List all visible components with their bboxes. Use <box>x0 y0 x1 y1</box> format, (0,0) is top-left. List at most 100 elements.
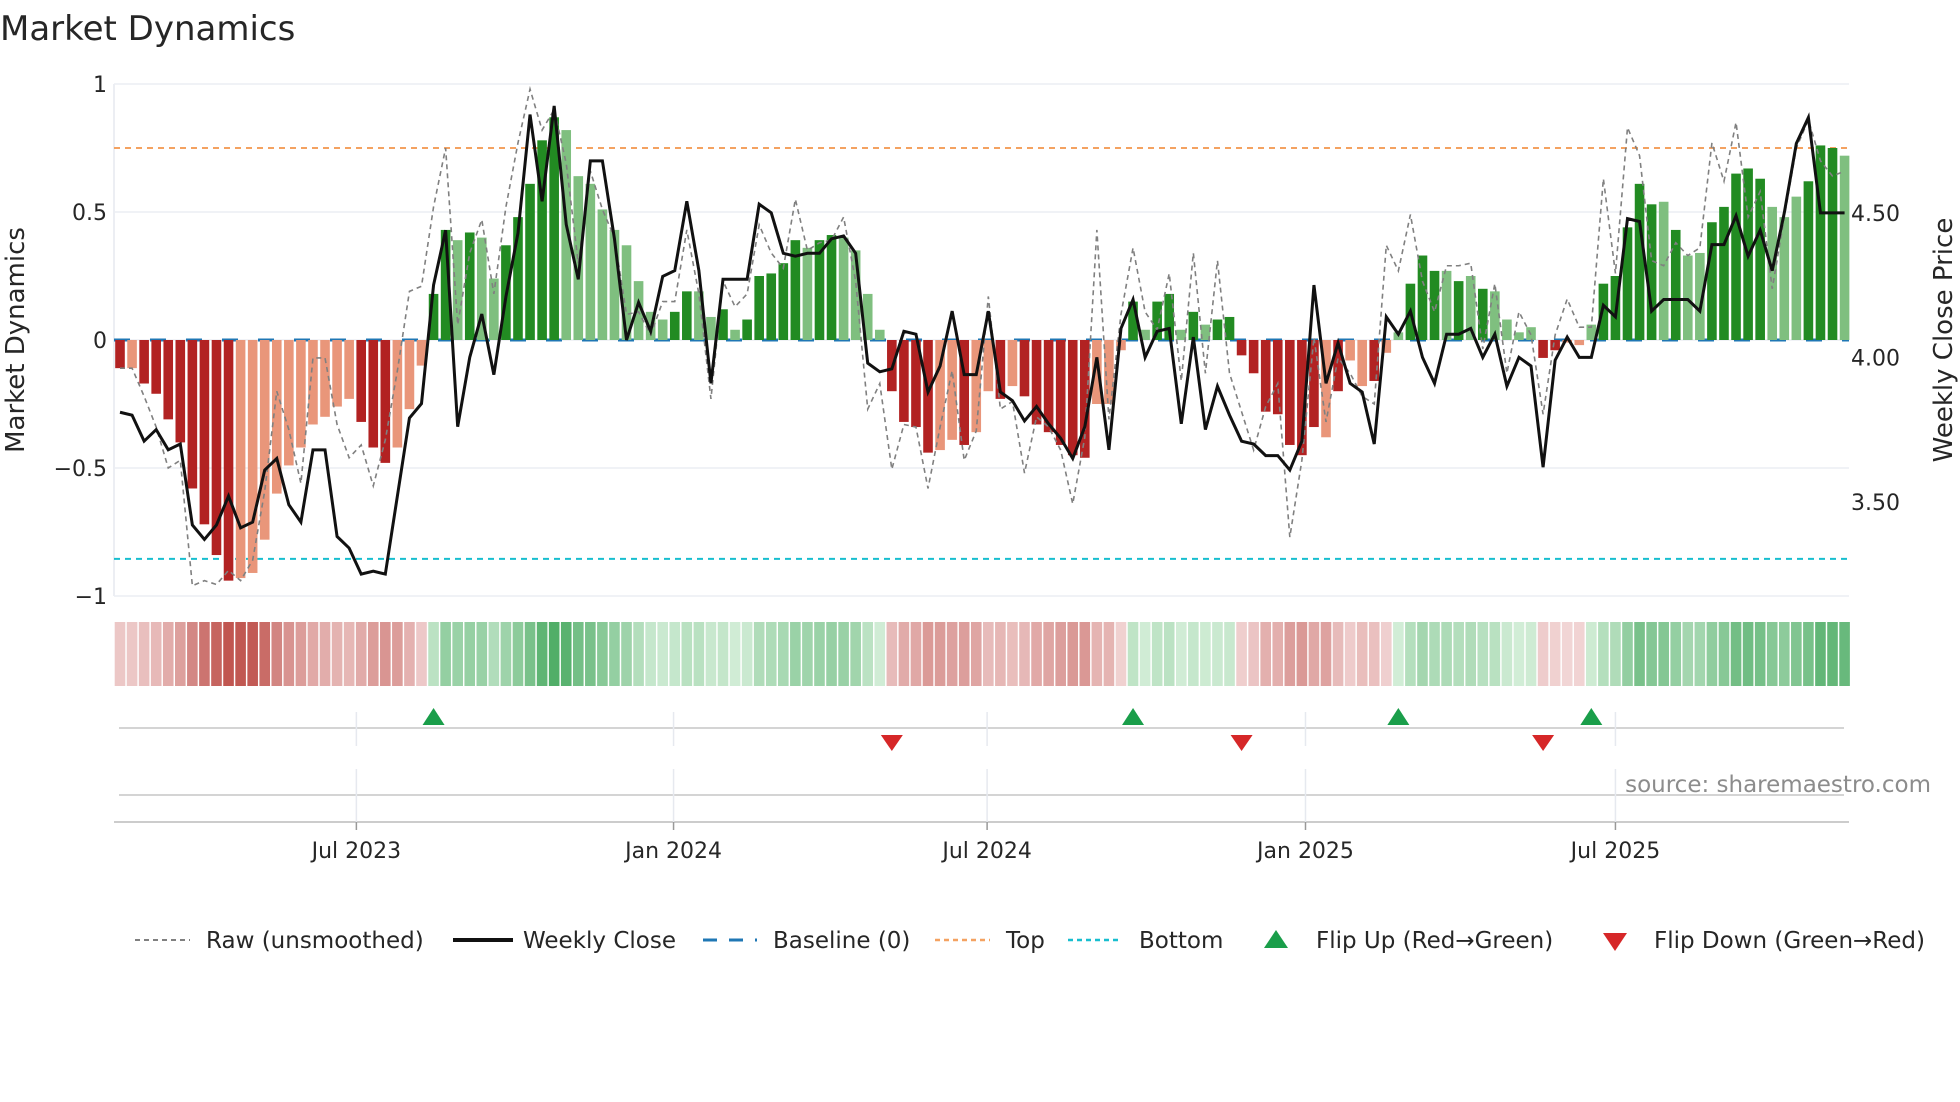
x-tick-label: Jan 2025 <box>1255 839 1354 864</box>
x-tick-label: Jul 2025 <box>1569 839 1661 864</box>
dynamics-bar <box>1164 293 1175 340</box>
dynamics-bar <box>1514 332 1524 340</box>
dynamics-bar <box>235 340 246 579</box>
heatmap-cell <box>1296 622 1308 686</box>
dynamics-bar <box>139 340 149 384</box>
heatmap-cell <box>1766 622 1778 686</box>
dynamics-bar <box>838 237 849 340</box>
dynamics-bar <box>1441 270 1452 340</box>
legend-flip-down-label: Flip Down (Green→Red) <box>1654 928 1925 954</box>
dynamics-bar <box>1369 340 1380 381</box>
dynamics-bar <box>356 340 366 422</box>
dynamics-bar <box>766 273 777 340</box>
flip-up-marker <box>422 708 445 725</box>
heatmap-cell <box>633 622 644 686</box>
flip-down-marker <box>880 735 903 751</box>
dynamics-bar <box>1683 255 1693 340</box>
heatmap-cell <box>1356 622 1368 686</box>
dynamics-bar <box>790 240 801 340</box>
heatmap-cell <box>1465 622 1477 686</box>
dynamics-bar <box>549 117 559 340</box>
raw-unsmoothed-line <box>120 85 1845 587</box>
heatmap-cell <box>1610 622 1621 686</box>
heatmap-cell <box>1489 622 1501 686</box>
dynamics-bar <box>489 278 499 340</box>
heatmap-cell <box>1405 622 1416 686</box>
dynamics-bar <box>874 329 885 340</box>
dynamics-bar <box>1767 206 1778 340</box>
heatmap-cell <box>367 622 379 686</box>
dynamics-bar <box>1622 227 1633 340</box>
heatmap-cell <box>175 622 186 686</box>
heatmap-cell <box>1332 622 1344 686</box>
dynamics-bar <box>1309 340 1319 428</box>
dynamics-bar <box>247 340 258 573</box>
heatmap-cell <box>259 622 271 686</box>
heatmap-cell <box>488 622 500 686</box>
dynamics-bar <box>561 130 572 340</box>
dynamics-bar <box>730 329 740 340</box>
dynamics-bar <box>814 240 825 340</box>
heatmap-cell <box>440 622 451 686</box>
heatmap-cell <box>138 622 150 686</box>
dynamics-bar <box>995 340 1006 399</box>
y-tick-label: −1 <box>75 585 107 610</box>
dynamics-bar <box>1224 316 1235 340</box>
heatmap-cell <box>657 622 668 686</box>
heatmap-cell <box>1694 622 1706 686</box>
dynamics-bar <box>344 340 354 399</box>
legend-baseline-label: Baseline (0) <box>773 928 910 954</box>
dynamics-bar <box>911 340 921 428</box>
heatmap-cell <box>1754 622 1766 686</box>
heatmap-cell <box>1429 622 1440 686</box>
legend-flip-down-icon <box>1603 933 1627 951</box>
heatmap-cell <box>404 622 415 686</box>
heatmap-cell <box>1320 622 1332 686</box>
dynamics-bar <box>1490 291 1500 340</box>
dynamics-bar <box>1345 340 1355 361</box>
heatmap-cell <box>1368 622 1380 686</box>
heatmap-cell <box>922 622 934 686</box>
legend-top-label: Top <box>1005 928 1045 954</box>
dynamics-bar <box>1212 319 1223 340</box>
heatmap-cell <box>1561 622 1573 686</box>
heatmap-cell <box>1682 622 1694 686</box>
heatmap-cell <box>790 622 801 686</box>
y-tick-label: 0.5 <box>72 201 107 226</box>
dynamics-bar <box>1502 319 1512 340</box>
dynamics-bar <box>127 340 137 369</box>
heatmap-cell <box>1224 622 1235 686</box>
heatmap-cell <box>1043 622 1054 686</box>
heatmap-cell <box>1730 622 1742 686</box>
x-tick-label: Jul 2023 <box>310 839 402 864</box>
heatmap-cell <box>1163 622 1175 686</box>
heatmap-cell <box>1079 622 1091 686</box>
dynamics-bar <box>899 340 909 422</box>
heatmap-cell <box>1417 622 1428 686</box>
dynamics-bar <box>404 340 415 410</box>
heatmap-cell <box>1513 622 1525 686</box>
dynamics-bar <box>682 291 692 340</box>
legend: Raw (unsmoothed) Weekly Close Baseline (… <box>135 928 1925 954</box>
dynamics-bar <box>718 309 728 340</box>
heatmap-cell <box>476 622 488 686</box>
heatmap-cell <box>946 622 958 686</box>
dynamics-bar <box>368 340 379 448</box>
dynamics-bar <box>1019 340 1030 397</box>
heatmap-cell <box>524 622 536 686</box>
dynamics-bar <box>1104 340 1114 404</box>
heatmap-cell <box>416 622 427 686</box>
heatmap-cell <box>1815 622 1826 686</box>
heatmap-cell <box>753 622 765 686</box>
heatmap-cell <box>331 622 343 686</box>
y2-tick-label: 4.00 <box>1851 346 1900 371</box>
y2-tick-label: 3.50 <box>1851 491 1900 516</box>
dynamics-bar <box>1465 276 1476 340</box>
heatmap-cell <box>826 622 837 686</box>
flip-up-marker <box>1387 708 1410 725</box>
dynamics-bar <box>1803 181 1814 340</box>
heatmap-cell <box>669 622 681 686</box>
heatmap-cell <box>705 622 717 686</box>
dynamics-bar <box>440 229 451 340</box>
x-tick-label: Jul 2024 <box>940 839 1032 864</box>
